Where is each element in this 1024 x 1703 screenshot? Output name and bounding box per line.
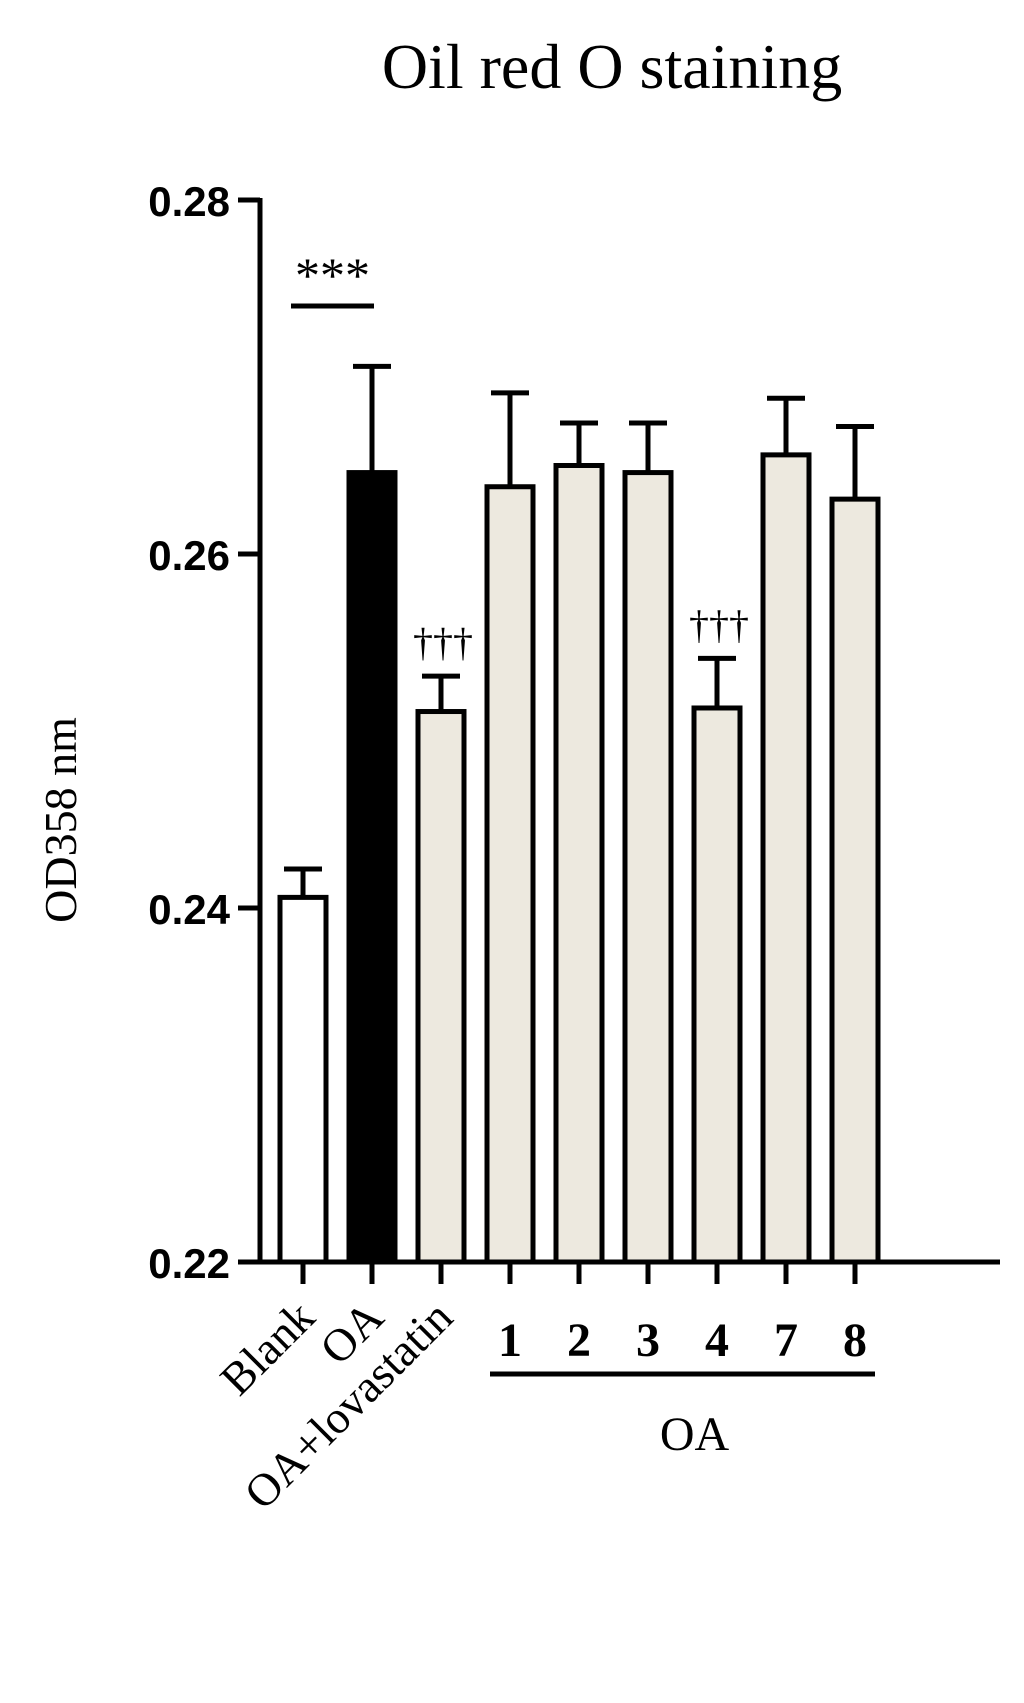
- bar-4: [691, 705, 743, 1265]
- bar-1: [484, 484, 536, 1265]
- bar-2: [553, 463, 605, 1265]
- y-axis-label: OD358 nm: [35, 717, 86, 923]
- significance-annotation: †††: [413, 620, 473, 665]
- bar-7: [760, 452, 812, 1265]
- x-axis-ticks: [300, 1262, 858, 1284]
- x-tick-label: 7: [774, 1314, 798, 1367]
- x-tick-label: Blank: [210, 1291, 324, 1405]
- bar-blank: [277, 894, 329, 1265]
- bar-oa-lovastatin: [415, 709, 467, 1265]
- bar-oa: [346, 470, 398, 1265]
- significance-annotation: ***: [295, 247, 370, 303]
- significance-annotation: †††: [689, 602, 749, 647]
- chart-title: Oil red O staining: [382, 31, 842, 102]
- annotations: *** ††† †††: [291, 247, 749, 665]
- y-tick-label: 0.22: [148, 1240, 230, 1287]
- bar-8: [829, 496, 881, 1265]
- x-tick-label: 3: [636, 1314, 660, 1367]
- y-tick-label: 0.24: [148, 886, 230, 933]
- error-bars: [284, 363, 874, 898]
- x-tick-label: 8: [843, 1314, 867, 1367]
- y-tick-label: 0.28: [148, 178, 230, 225]
- bars: [277, 452, 881, 1265]
- x-tick-label: 1: [498, 1314, 522, 1367]
- y-axis-ticks: 0.22 0.24 0.26 0.28: [148, 178, 260, 1287]
- bar-3: [622, 470, 674, 1265]
- group-label: OA: [660, 1408, 730, 1461]
- x-tick-label: 4: [705, 1314, 729, 1367]
- x-tick-label: 2: [567, 1314, 591, 1367]
- y-tick-label: 0.26: [148, 532, 230, 579]
